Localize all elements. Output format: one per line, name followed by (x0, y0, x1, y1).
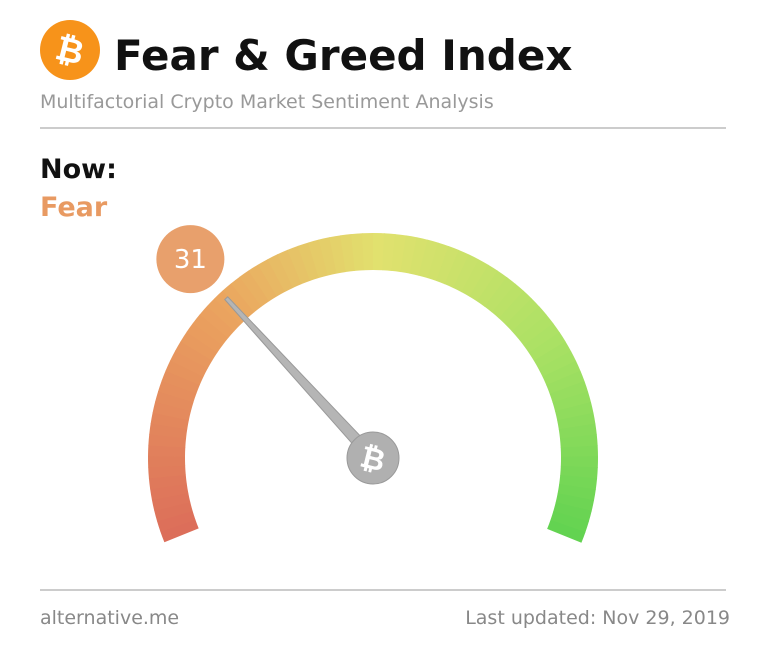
gauge-arc (511, 306, 547, 339)
gauge-arc (528, 332, 566, 362)
gauge-arc (461, 259, 489, 297)
gauge-arc (222, 283, 255, 319)
gauge-arc (156, 510, 196, 532)
subtitle: Multifactorial Crypto Market Sentiment A… (40, 91, 494, 113)
gauge-arc (150, 412, 189, 430)
gauge-arc (560, 456, 598, 468)
gauge-arc (409, 237, 428, 276)
gauge-arc (391, 234, 407, 273)
value-bubble (156, 225, 225, 294)
gauge-arc (546, 370, 585, 395)
gauge-arc (175, 340, 213, 369)
gauge-arc (553, 502, 592, 523)
gauge-arc (559, 434, 598, 448)
gauge-arc (557, 484, 596, 501)
gauge-arc (267, 254, 294, 293)
gauge-arc (239, 270, 270, 307)
gauge-arc (186, 322, 223, 353)
logo (40, 20, 100, 80)
gauge-arc (362, 233, 374, 271)
gauge-arc (538, 350, 577, 378)
gauge-arc (152, 401, 192, 421)
gauge-arc (148, 455, 186, 468)
gauge-arc (382, 233, 396, 271)
footer-updated: Last updated: Nov 29, 2019 (465, 607, 730, 629)
gauge-arc (287, 245, 311, 285)
needle-hub (346, 431, 400, 485)
needle (224, 296, 379, 463)
gauge-arc (427, 242, 449, 282)
gauge-arc (400, 235, 418, 274)
gauge-arc (555, 402, 594, 421)
gauge-arc (277, 249, 302, 288)
gauge-arc (149, 423, 188, 439)
gauge-arc (192, 314, 229, 346)
gauge-arc (560, 445, 598, 458)
status: Fear (40, 192, 108, 223)
gauge-arc (148, 474, 187, 490)
gauge-arc (297, 242, 320, 281)
gauge-arc (552, 391, 592, 412)
gauge-arc (165, 360, 204, 386)
status-label: Now: (40, 154, 117, 185)
gauge-arc (542, 360, 581, 386)
gauge-arc (477, 270, 507, 307)
title: Fear & Greed Index (114, 31, 572, 80)
gauge-arc (550, 511, 589, 533)
gauge-arc (558, 423, 597, 439)
gauge-arc (547, 519, 586, 543)
gauge-arc (318, 237, 337, 276)
gauge-arc (491, 283, 524, 319)
gauge-arc (155, 390, 194, 412)
gauge-arc (158, 380, 197, 403)
gauge-arc (206, 297, 241, 332)
gauge-arc (533, 341, 572, 369)
gauge-arc (560, 465, 598, 479)
gauge-arc (523, 323, 560, 354)
gauge-arc (351, 233, 365, 271)
gauge-arc (248, 264, 278, 302)
gauge-arc (469, 264, 498, 302)
gauge-arc (555, 493, 595, 512)
gauge-arc (418, 239, 439, 279)
gauge-arc (170, 350, 208, 377)
gauge-arc (559, 475, 598, 490)
gauge-arc (517, 314, 554, 346)
gauge: ₿31 (148, 225, 598, 543)
gauge-arc (257, 259, 286, 297)
gauge-arc (484, 276, 516, 313)
gauge-arc (161, 370, 200, 394)
gauge-arc (453, 254, 480, 293)
gauge-arc (307, 239, 328, 279)
gauge-arc (160, 519, 199, 543)
gauge-arc (230, 276, 262, 313)
gauge-arc (151, 492, 191, 511)
gauge-arc (148, 444, 186, 457)
gauge-arc (180, 331, 218, 361)
gauge-arc (444, 249, 470, 289)
gauge-arc (436, 246, 460, 285)
gauge-arc (154, 501, 193, 522)
value-label: 31 (174, 245, 207, 275)
gauge-arc (148, 465, 186, 479)
gauge-arc (498, 290, 532, 325)
gauge-arc (340, 234, 356, 273)
footer-source: alternative.me (40, 607, 179, 629)
gauge-arc (549, 381, 589, 403)
gauge-arc (199, 305, 235, 339)
gauge-arc (505, 298, 540, 332)
gauge-arc (373, 233, 385, 271)
